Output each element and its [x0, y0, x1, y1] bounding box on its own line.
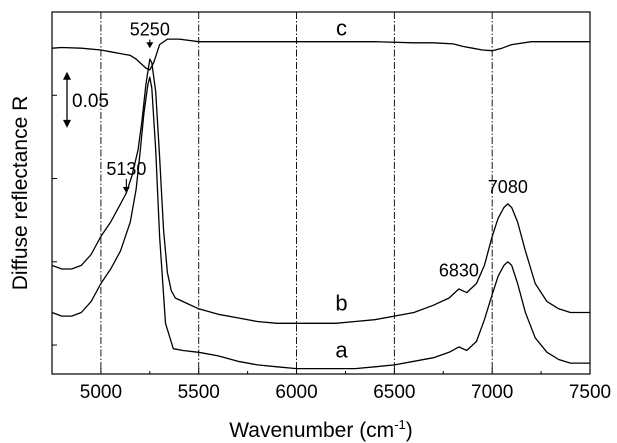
peak-arrowhead-5130	[122, 187, 130, 193]
peak-label-6830: 6830	[439, 260, 479, 280]
scale-bar: 0.05	[63, 71, 109, 128]
scale-bar-arrow-down	[63, 119, 71, 128]
x-tick-label-7500: 7500	[569, 382, 611, 403]
x-tick-label-6500: 6500	[373, 382, 415, 403]
peak-label-7080: 7080	[488, 177, 528, 197]
peak-label-5250: 5250	[130, 20, 170, 40]
scale-bar-label: 0.05	[72, 91, 109, 112]
x-tick-label-5000: 5000	[80, 382, 122, 403]
x-tick-label-7000: 7000	[471, 382, 513, 403]
x-axis-ticks: 5000 5500 6000 6500 7000 7500	[51, 368, 611, 403]
y-axis-ticks	[52, 94, 57, 346]
series-group	[51, 38, 590, 370]
x-tick-label-5500: 5500	[178, 382, 220, 403]
curve-label-b: b	[335, 291, 347, 316]
series-b-line	[51, 58, 590, 324]
plot-frame	[51, 11, 591, 375]
peak-arrowhead-5250	[146, 42, 154, 49]
x-tick-label-6000: 6000	[275, 382, 317, 403]
annotations: 5250 5130 6830 7080 c ba	[106, 16, 528, 363]
curve-label-a: a	[335, 338, 348, 363]
curve-label-c: c	[336, 16, 347, 41]
scale-bar-arrow-up	[63, 71, 71, 80]
series-c-line	[51, 38, 590, 71]
peak-label-5130: 5130	[106, 159, 146, 179]
series-a-line	[51, 76, 590, 370]
reference-lines	[100, 12, 493, 374]
x-axis-label: Wavenumber (cm-1)	[229, 417, 413, 442]
y-axis-label: Diffuse reflectance R	[9, 96, 32, 291]
